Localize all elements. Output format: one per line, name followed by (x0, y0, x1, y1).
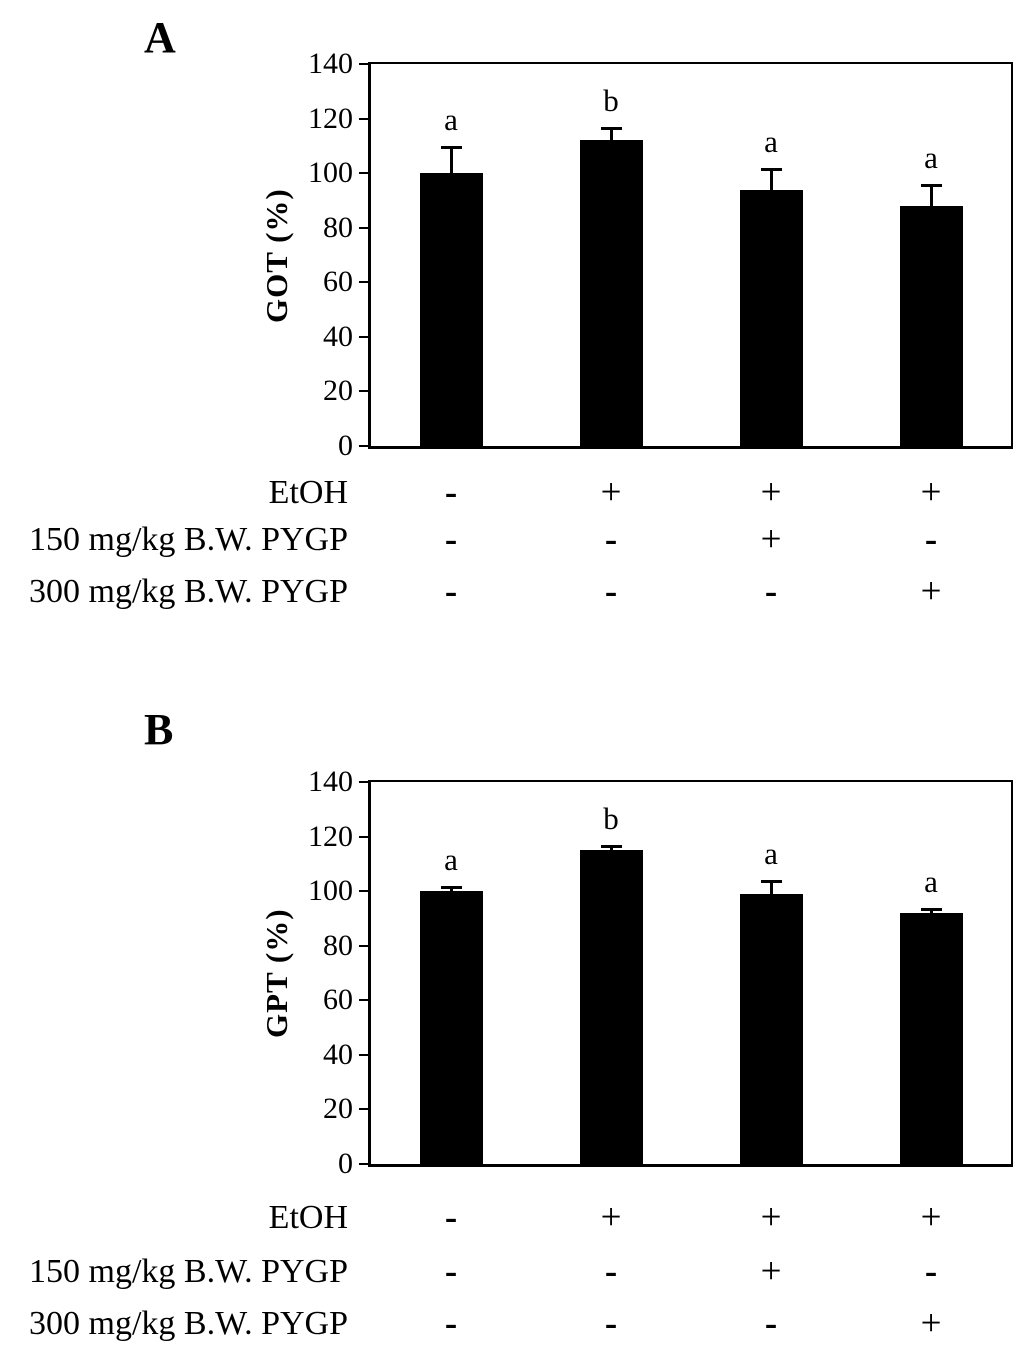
y-axis-tick (359, 835, 368, 838)
y-axis-tick (359, 445, 368, 447)
significance-letter: a (924, 863, 938, 899)
y-axis-tick-label: 60 (323, 265, 353, 299)
y-axis-tick-label: 0 (338, 1147, 353, 1180)
bar (419, 891, 483, 1164)
error-bar-whisker (449, 145, 453, 174)
treatment-row-label: EtOH (268, 1199, 348, 1236)
y-axis-tick-label: 80 (323, 210, 353, 244)
y-axis-tick (359, 781, 368, 783)
y-axis-tick (359, 1053, 368, 1056)
treatment-row-label: EtOH (268, 474, 348, 511)
treatment-sign: - (764, 571, 778, 612)
treatment-sign: + (920, 1197, 942, 1238)
treatment-sign: - (444, 1251, 458, 1292)
bar (899, 912, 963, 1164)
treatment-row-label: 300 mg/kg B.W. PYGP (29, 1305, 348, 1342)
treatment-sign: - (444, 1303, 458, 1344)
significance-letter: b (603, 82, 619, 118)
error-bar-whisker (769, 880, 773, 894)
error-bar-cap (600, 844, 622, 848)
error-bar-cap (920, 907, 942, 911)
bar (739, 893, 803, 1164)
panel-b-letter: B (144, 705, 174, 754)
y-axis-tick (359, 172, 368, 175)
y-axis-tick-label: 20 (323, 1092, 353, 1126)
y-axis-tick-label: 100 (308, 156, 353, 190)
panel-a-letter: A (144, 13, 176, 62)
bar (419, 173, 483, 446)
y-axis-tick-label: 80 (323, 928, 353, 962)
error-bar-cap (760, 880, 782, 884)
y-axis-tick-label: 20 (323, 374, 353, 408)
y-axis-tick (359, 1108, 368, 1111)
y-axis-tick-label: 60 (323, 983, 353, 1017)
treatment-sign: - (924, 1251, 938, 1292)
y-axis-tick-label: 120 (308, 819, 353, 853)
y-axis-tick (359, 226, 368, 229)
treatment-row-label: 300 mg/kg B.W. PYGP (29, 573, 348, 610)
treatment-sign: - (604, 519, 618, 560)
significance-letter: b (603, 800, 619, 836)
bar (579, 140, 643, 446)
error-bar-whisker (609, 126, 613, 141)
treatment-sign: + (760, 472, 782, 513)
y-axis-tick (359, 117, 368, 120)
significance-letter: a (924, 140, 938, 176)
treatment-sign: + (760, 1251, 782, 1292)
treatment-row-label: 150 mg/kg B.W. PYGP (29, 1253, 348, 1290)
y-axis-tick (359, 335, 368, 338)
bar (739, 189, 803, 446)
treatment-sign: - (604, 1303, 618, 1344)
significance-letter: a (764, 836, 778, 872)
y-axis-tick-label: 40 (323, 319, 353, 353)
y-axis-tick (359, 281, 368, 284)
y-axis-tick (359, 1163, 368, 1165)
treatment-sign: + (920, 472, 942, 513)
treatment-row-label: 150 mg/kg B.W. PYGP (29, 521, 348, 558)
y-axis-tick-label: 0 (338, 429, 353, 462)
y-axis-tick (359, 390, 368, 393)
treatment-sign: - (924, 519, 938, 560)
error-bar-whisker (769, 167, 773, 190)
y-axis-tick-label: 120 (308, 101, 353, 135)
treatment-sign: + (600, 1197, 622, 1238)
y-axis-tick-label: 40 (323, 1037, 353, 1071)
error-bar-cap (600, 126, 622, 130)
y-axis-tick-label: 140 (308, 47, 353, 80)
significance-letter: a (764, 123, 778, 159)
treatment-sign: + (760, 1197, 782, 1238)
y-axis-tick (359, 890, 368, 893)
y-axis-tick (359, 63, 368, 65)
y-axis-tick-label: 100 (308, 874, 353, 908)
error-bar-cap (920, 184, 942, 188)
treatment-sign: + (760, 519, 782, 560)
y-axis-tick (359, 944, 368, 947)
error-bar-cap (760, 167, 782, 171)
treatment-sign: - (764, 1303, 778, 1344)
treatment-sign: + (920, 1303, 942, 1344)
treatment-sign: + (600, 472, 622, 513)
significance-letter: a (444, 101, 458, 137)
treatment-sign: + (920, 571, 942, 612)
treatment-sign: - (444, 1197, 458, 1238)
panel-a: A GOT (%) 0 20 40 60 80 100 120 140 a b a a EtOH - + + +… (29, 13, 1013, 612)
error-bar-whisker (929, 184, 933, 206)
treatment-sign: - (444, 571, 458, 612)
treatment-sign: - (604, 571, 618, 612)
error-bar-cap (440, 145, 462, 149)
treatment-sign: - (604, 1251, 618, 1292)
bar (899, 205, 963, 446)
panel-b: B GPT (%) 0 20 40 60 80 100 120 140 a b a a EtOH - + + +… (0, 708, 1033, 1349)
error-bar-cap (440, 885, 462, 889)
y-axis-tick (359, 999, 368, 1002)
bar (579, 850, 643, 1164)
significance-letter: a (444, 841, 458, 877)
treatment-sign: - (444, 519, 458, 560)
treatment-sign: - (444, 472, 458, 513)
y-axis-tick-label: 140 (308, 765, 353, 798)
